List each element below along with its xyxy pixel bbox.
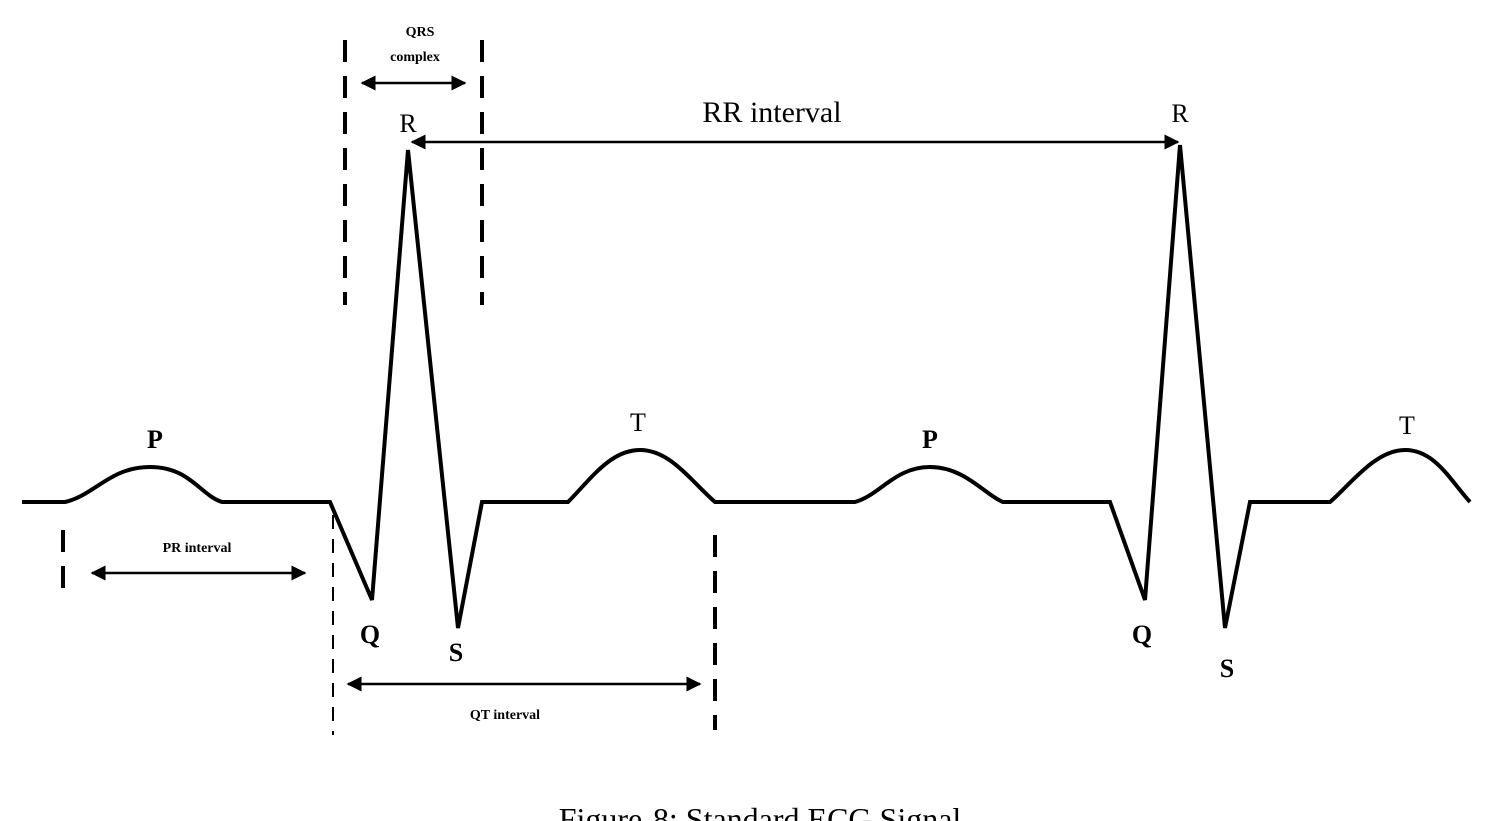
- qrs-label: QRS: [406, 25, 435, 40]
- ecg-trace: [22, 144, 1472, 629]
- wave-label: P: [147, 425, 163, 454]
- caption: Figure-8: Standard ECG Signal: [559, 801, 962, 821]
- wave-label: P: [922, 425, 938, 454]
- wave-label: T: [630, 408, 646, 437]
- wave-label: S: [449, 638, 463, 667]
- rr-label: RR interval: [702, 96, 841, 129]
- pr-label: PR interval: [163, 541, 232, 556]
- wave-label: S: [1220, 654, 1234, 683]
- qrs-label: complex: [390, 50, 440, 65]
- qt-label: QT interval: [470, 708, 540, 723]
- wave-label: Q: [1132, 620, 1152, 649]
- wave-label: T: [1399, 411, 1415, 440]
- wave-label: R: [399, 109, 417, 138]
- wave-label: Q: [360, 620, 380, 649]
- wave-label: R: [1171, 99, 1189, 128]
